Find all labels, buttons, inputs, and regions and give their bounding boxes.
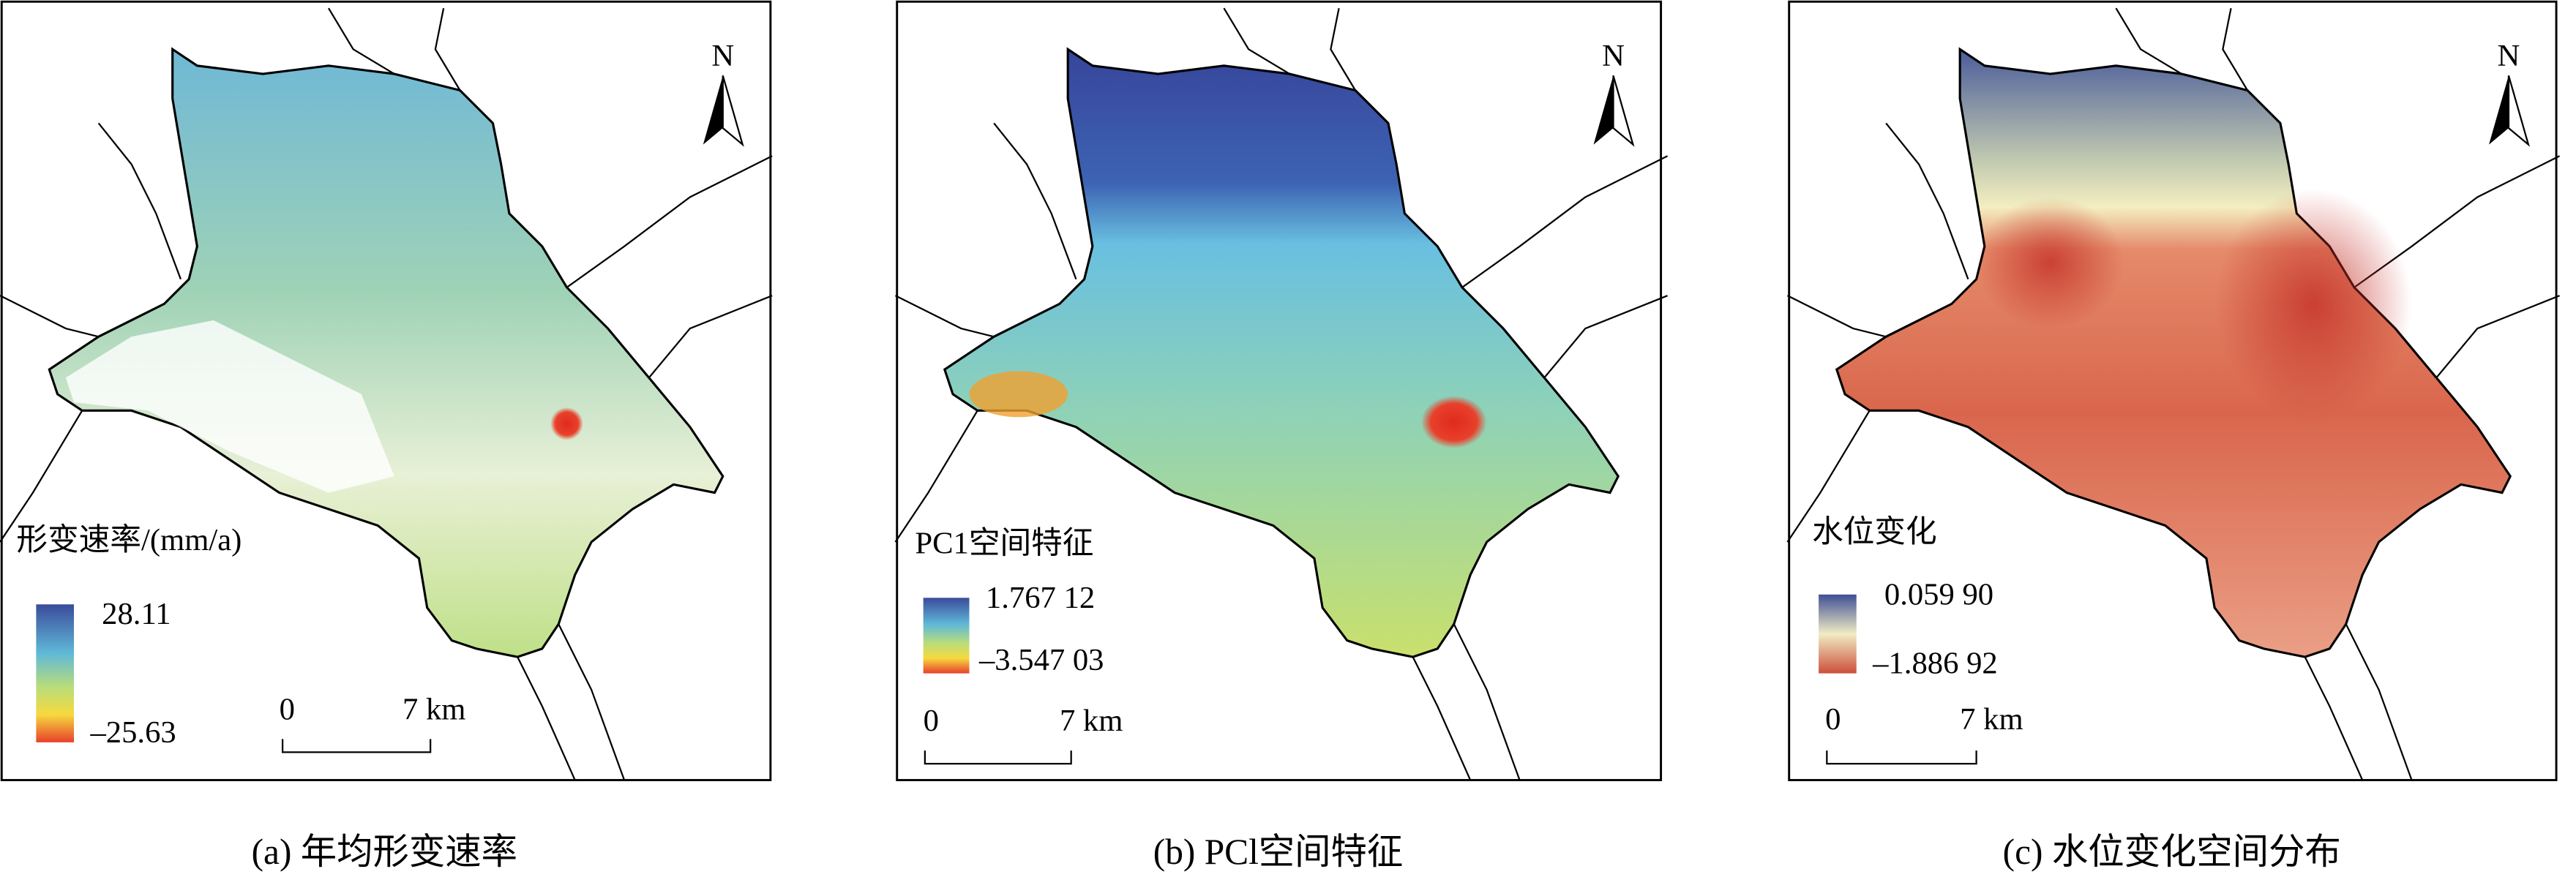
county-border — [1786, 410, 1871, 543]
pc1-hotspot — [1420, 396, 1487, 448]
legend-title: 水位变化 — [1812, 514, 1937, 549]
county-border — [566, 155, 773, 288]
county-border — [1461, 155, 1669, 288]
county-border — [1885, 122, 1969, 280]
county-border — [1223, 7, 1290, 75]
legend-ramp — [923, 598, 970, 674]
county-border — [894, 295, 995, 338]
legend-min: –1.886 92 — [1872, 647, 1998, 681]
county-border — [993, 122, 1077, 280]
county-border — [2304, 656, 2364, 780]
legend-title: PC1空间特征 — [915, 527, 1093, 561]
scale-start: 0 — [280, 692, 295, 726]
north-arrow — [722, 75, 744, 147]
county-border — [648, 295, 773, 379]
panel-caption: (a) 年均形变速率 — [252, 832, 517, 872]
north-arrow — [703, 75, 723, 145]
county-border — [0, 410, 83, 543]
north-arrow — [2489, 75, 2509, 145]
north-arrow — [1612, 75, 1635, 147]
deformation-hotspot — [550, 407, 583, 440]
north-label: N — [2498, 39, 2520, 73]
map-panel: N PC1空间特征 1.767 12 –3.547 03 0 7 km (b) PCl空间特… — [894, 0, 1669, 872]
county-border — [1412, 656, 1472, 780]
scale-start: 0 — [924, 704, 939, 738]
no-data-area — [65, 320, 394, 493]
panel-caption: (b) PCl空间特征 — [1153, 832, 1403, 872]
scale-bar — [924, 750, 1072, 765]
county-border — [434, 8, 461, 91]
map-panel: N 水位变化 0.059 90 –1.886 92 0 7 km (c) 水位变化空间分布 — [1786, 0, 2561, 872]
legend-max: 0.059 90 — [1884, 577, 1993, 611]
county-border — [1330, 8, 1357, 91]
north-arrow — [2507, 75, 2530, 147]
scale-end: 7 km — [1060, 704, 1123, 738]
north-label: N — [711, 39, 734, 73]
legend-min: –3.547 03 — [978, 643, 1104, 677]
county-border — [894, 410, 978, 543]
county-border — [328, 7, 395, 75]
drawdown-center — [2214, 189, 2412, 419]
county-border — [1453, 623, 1521, 780]
panel-caption: (c) 水位变化空间分布 — [2003, 832, 2341, 872]
county-border — [2345, 623, 2413, 780]
legend-max: 28.11 — [102, 597, 171, 631]
drawdown-center — [1976, 197, 2124, 329]
scale-bar — [281, 739, 432, 753]
county-border — [0, 295, 99, 338]
legend-min: –25.63 — [89, 715, 176, 750]
county-border — [2115, 7, 2182, 75]
county-border — [2435, 295, 2560, 379]
pc1-warm — [969, 371, 1068, 418]
north-label: N — [1602, 39, 1625, 73]
county-border — [1786, 295, 1887, 338]
map-panel: N 形变速率/(mm/a) 28.11 –25.63 0 7 km (a) 年均形变速率 — [0, 0, 773, 872]
county-border — [1543, 295, 1668, 379]
county-border — [2222, 8, 2248, 91]
scale-end: 7 km — [1960, 702, 2023, 737]
scale-end: 7 km — [402, 692, 465, 726]
scale-bar — [1826, 750, 1977, 765]
county-border — [558, 623, 626, 780]
county-border — [97, 122, 181, 280]
legend-ramp — [36, 604, 75, 742]
legend-max: 1.767 12 — [986, 581, 1095, 615]
legend-title: 形变速率/(mm/a) — [16, 522, 242, 557]
county-border — [517, 656, 576, 780]
scale-start: 0 — [1825, 702, 1841, 737]
legend-ramp — [1819, 594, 1857, 674]
